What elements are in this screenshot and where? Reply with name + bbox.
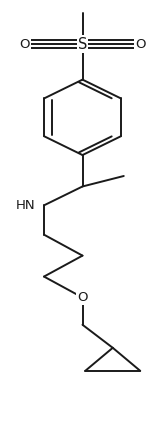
- Text: S: S: [78, 37, 87, 51]
- Text: O: O: [135, 37, 146, 51]
- Text: O: O: [19, 37, 30, 51]
- Text: HN: HN: [16, 199, 36, 212]
- Text: O: O: [77, 291, 88, 304]
